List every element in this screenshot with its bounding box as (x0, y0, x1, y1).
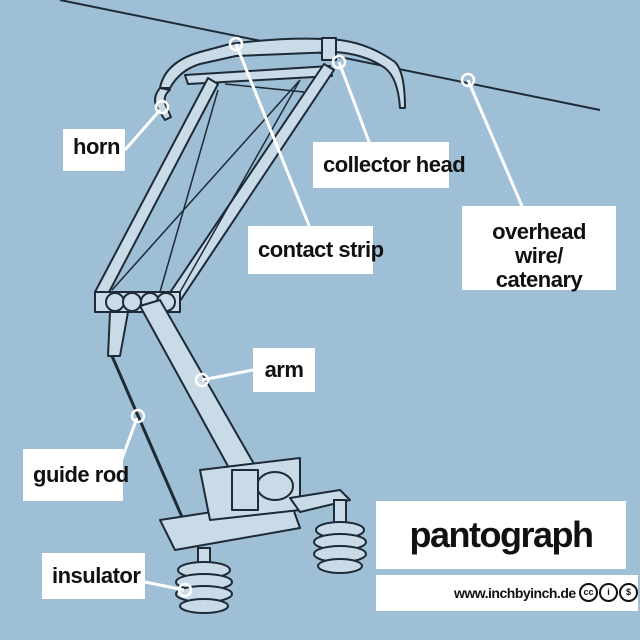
label-insulator: insulator (42, 553, 145, 599)
label-collector-head: collector head (313, 142, 466, 188)
label-horn: horn (63, 129, 125, 171)
label-overhead-wire-line1: overhead wire/ (492, 219, 586, 268)
label-overhead-wire-line2: catenary (495, 267, 583, 292)
lower-arm (107, 299, 263, 489)
cc-icon: cc (579, 583, 598, 602)
label-overhead-wire: overhead wire/ catenary (462, 206, 616, 292)
guide-rod-line (110, 355, 194, 541)
label-guide-rod: guide rod (23, 449, 129, 501)
label-arm: arm (253, 348, 315, 392)
nc-icon: $ (619, 583, 638, 602)
insulator-left (175, 547, 233, 614)
by-icon: i (599, 583, 618, 602)
upper-frame (94, 63, 335, 313)
title-panel: pantograph (376, 501, 626, 569)
website-link[interactable]: www.inchbyinch.de (454, 585, 576, 601)
footer-panel: www.inchbyinch.de cc i $ (376, 575, 638, 611)
leader-markers (130, 36, 476, 598)
label-contact-strip: contact strip (248, 226, 384, 274)
base-frame (159, 457, 351, 551)
insulator-right (313, 499, 367, 574)
diagram-title: pantograph (409, 514, 594, 555)
